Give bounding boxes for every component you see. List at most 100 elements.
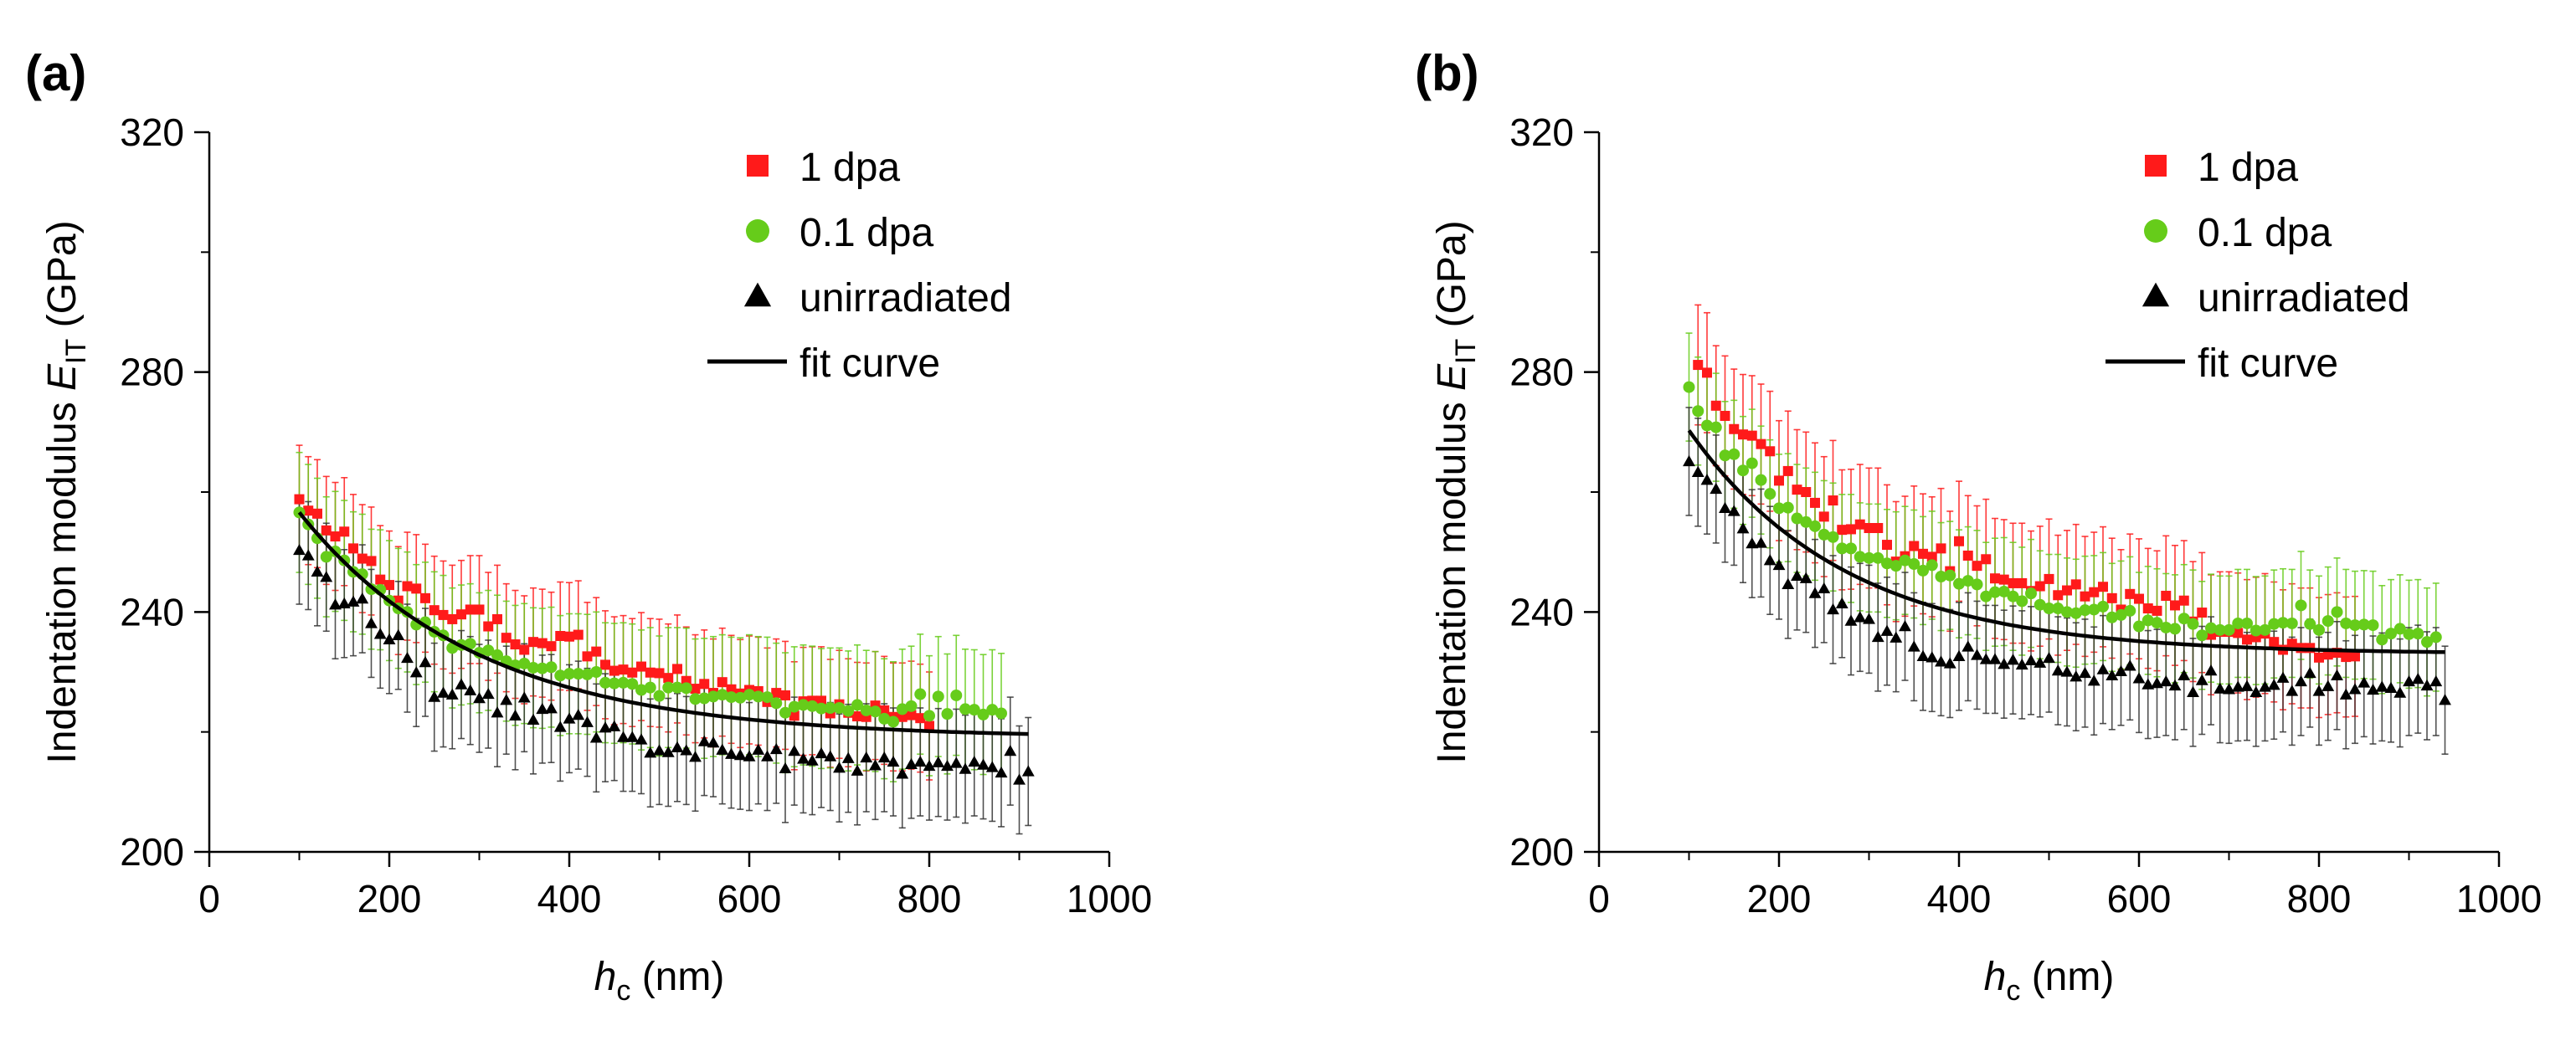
data-point	[1871, 630, 1884, 643]
data-point	[1702, 367, 1712, 378]
x-tick-label: 1000	[1067, 877, 1152, 920]
data-point	[1746, 430, 1757, 441]
data-point	[483, 621, 494, 632]
data-point	[384, 580, 394, 591]
data-point	[2242, 634, 2252, 645]
data-point	[2034, 581, 2045, 592]
data-point	[1700, 474, 1714, 485]
data-point	[2348, 683, 2362, 695]
data-point	[2240, 679, 2254, 691]
data-point	[1746, 537, 1759, 549]
data-point	[1683, 381, 1695, 393]
data-point	[2079, 666, 2091, 679]
data-point	[375, 574, 386, 585]
data-point	[2286, 638, 2297, 649]
data-point	[995, 707, 1007, 720]
data-point	[1944, 569, 1956, 582]
data-point	[959, 762, 972, 774]
data-point	[301, 549, 315, 561]
data-point	[690, 684, 701, 695]
data-point	[589, 731, 603, 743]
data-point	[617, 676, 630, 689]
data-point	[2385, 628, 2397, 640]
data-point	[429, 605, 440, 616]
data-point	[2267, 679, 2280, 690]
x-tick-label: 600	[2107, 877, 2172, 920]
data-point	[1810, 497, 1820, 508]
data-point	[627, 667, 638, 678]
data-point	[545, 702, 558, 714]
data-point	[1836, 542, 1848, 555]
data-point	[1792, 485, 1802, 495]
legend-label: 1 dpa	[800, 146, 900, 190]
data-point	[1872, 551, 1884, 564]
y-tick-label: 240	[120, 590, 184, 633]
legend-marker	[746, 219, 769, 243]
data-point	[1998, 658, 2011, 669]
data-point	[1727, 505, 1740, 516]
data-point	[320, 551, 332, 563]
data-point	[806, 700, 819, 712]
data-point	[1881, 557, 1893, 570]
data-point	[1746, 457, 1758, 469]
x-tick-label: 1000	[2456, 877, 2542, 920]
data-point	[879, 705, 890, 715]
data-point	[1827, 531, 1839, 543]
legend-marker	[747, 155, 769, 177]
data-point	[2350, 651, 2360, 662]
data-point	[294, 494, 305, 505]
data-point	[671, 681, 683, 694]
data-point	[1899, 619, 1911, 632]
data-point	[2195, 674, 2208, 685]
data-point	[2142, 614, 2154, 627]
y-tick-label: 240	[1509, 590, 1574, 633]
data-point	[1710, 482, 1723, 495]
data-point	[2357, 676, 2371, 688]
data-point	[2331, 669, 2343, 680]
data-point	[518, 657, 531, 669]
data-point	[2367, 683, 2379, 695]
series-markers	[1683, 454, 2451, 705]
data-point	[1916, 649, 1930, 662]
data-point	[2142, 603, 2153, 614]
data-point	[2015, 658, 2028, 670]
data-point	[2187, 685, 2199, 698]
data-point	[896, 703, 908, 715]
data-point	[2231, 680, 2244, 692]
data-point	[2367, 619, 2379, 632]
data-point	[1801, 487, 1812, 497]
data-point	[1799, 572, 1812, 583]
data-point	[752, 690, 764, 703]
data-point	[491, 706, 504, 718]
data-point	[2393, 623, 2406, 635]
data-point	[1773, 502, 1785, 515]
data-point	[833, 762, 846, 773]
data-point	[2025, 587, 2037, 600]
data-point	[672, 664, 682, 674]
data-point	[950, 689, 963, 701]
data-point	[717, 677, 728, 688]
data-point	[482, 644, 495, 657]
data-point	[330, 531, 341, 542]
data-point	[725, 747, 738, 759]
data-point	[698, 692, 711, 705]
data-point	[2070, 670, 2083, 682]
data-point	[510, 639, 521, 650]
data-point	[2269, 637, 2280, 648]
data-point	[445, 688, 459, 700]
data-point	[337, 597, 351, 608]
x-tick-label: 800	[2287, 877, 2352, 920]
data-point	[771, 688, 782, 699]
data-point	[1835, 597, 1848, 608]
data-point	[609, 665, 620, 676]
data-point	[2060, 665, 2074, 677]
data-point	[509, 709, 522, 720]
data-point	[2241, 617, 2253, 629]
data-point	[2214, 682, 2227, 694]
data-point	[2043, 603, 2055, 615]
legend-label: 0.1 dpa	[800, 211, 933, 255]
data-point	[1809, 520, 1821, 532]
data-point	[2017, 577, 2028, 588]
